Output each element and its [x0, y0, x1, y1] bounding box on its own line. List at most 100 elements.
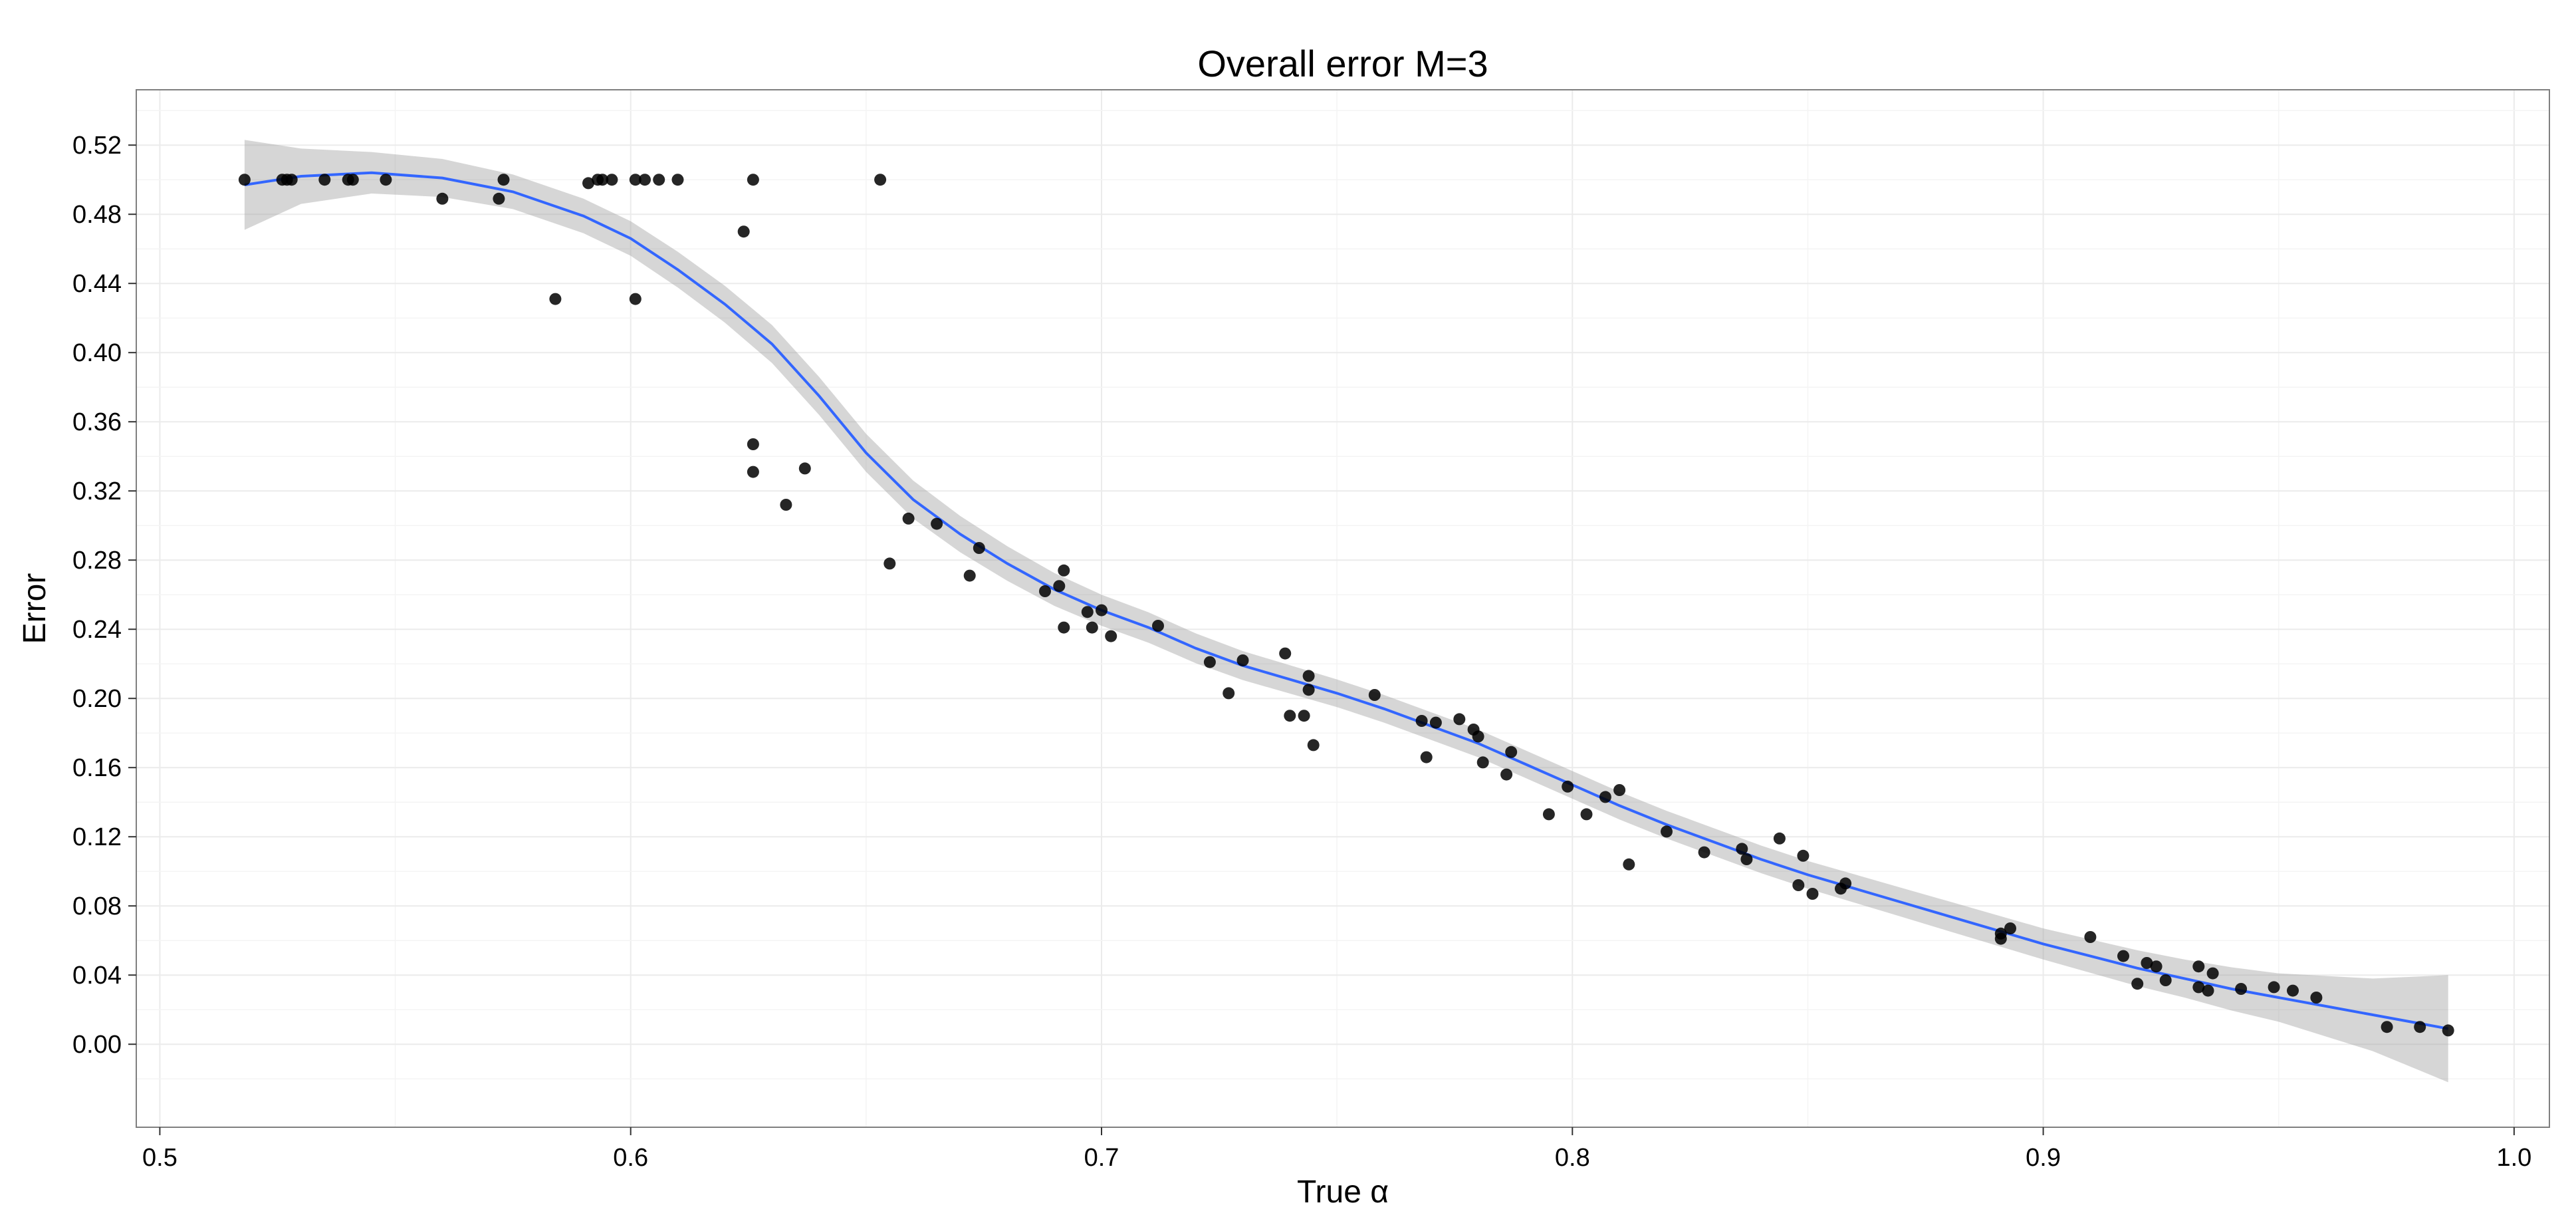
y-tick-label: 0.16 [72, 754, 122, 782]
data-point [1420, 751, 1433, 763]
data-point [2004, 922, 2016, 934]
y-tick-label: 0.00 [72, 1031, 122, 1059]
data-point [1105, 630, 1117, 642]
data-point [1773, 832, 1786, 845]
y-tick-label: 0.52 [72, 132, 122, 160]
y-tick-label: 0.08 [72, 892, 122, 920]
data-point [1542, 808, 1555, 821]
data-point [1472, 730, 1484, 743]
y-tick-label: 0.20 [72, 685, 122, 713]
data-point [629, 293, 642, 305]
data-point [1613, 784, 1626, 796]
data-point [1429, 716, 1442, 729]
data-point [671, 174, 684, 186]
y-tick-label: 0.36 [72, 408, 122, 436]
data-point [1623, 858, 1635, 871]
data-points [238, 174, 2454, 1037]
data-point [380, 174, 392, 186]
data-point [1661, 825, 1673, 838]
data-point [1599, 791, 1611, 803]
x-tick-label: 0.8 [1555, 1144, 1590, 1172]
data-point [606, 174, 618, 186]
data-point [2442, 1024, 2454, 1037]
data-point [1500, 768, 1513, 781]
data-point [2310, 992, 2323, 1004]
data-point [549, 293, 562, 305]
data-point [1453, 713, 1466, 726]
data-point [653, 174, 665, 186]
data-point [493, 192, 505, 205]
y-tick-label: 0.40 [72, 339, 122, 367]
data-point [1994, 932, 2007, 945]
y-axis: 0.00 0.04 0.08 0.12 0.16 0.20 0.24 0.28 0.32 0.36… [72, 132, 136, 1059]
smooth-line [244, 171, 2449, 1030]
y-axis-label: Error [17, 573, 53, 644]
data-point [1058, 564, 1070, 577]
data-point [1152, 620, 1164, 632]
data-point [1302, 684, 1315, 696]
data-point [747, 438, 759, 450]
data-point [2117, 950, 2129, 962]
data-point [2268, 981, 2280, 994]
data-point [973, 542, 985, 554]
data-point [874, 174, 887, 186]
smooth-line-layer [244, 171, 2449, 1030]
data-point [2202, 984, 2214, 997]
data-point [1580, 808, 1593, 821]
data-point [1302, 670, 1315, 682]
data-point [497, 174, 510, 186]
data-point [2192, 981, 2205, 994]
data-point [1086, 621, 1098, 634]
y-tick-label: 0.04 [72, 962, 122, 990]
chart-title: Overall error M=3 [1197, 43, 1488, 84]
panel-border [136, 89, 2550, 1128]
data-point [1284, 710, 1296, 722]
data-point [285, 174, 298, 186]
data-point [2287, 984, 2299, 997]
x-tick-label: 0.7 [1084, 1144, 1119, 1172]
data-point [931, 517, 943, 530]
data-point [1368, 689, 1381, 701]
data-point [1562, 780, 1574, 793]
y-tick-label: 0.24 [72, 616, 122, 644]
data-point [798, 462, 811, 475]
y-tick-label: 0.44 [72, 270, 122, 298]
grid-lines [136, 90, 2549, 1127]
x-tick-label: 1.0 [2496, 1144, 2531, 1172]
data-point [1415, 715, 1428, 727]
data-point [1203, 656, 1216, 668]
data-point [780, 499, 792, 511]
data-point [2159, 974, 2172, 986]
data-point [582, 177, 594, 190]
data-point [238, 174, 251, 186]
data-point [2381, 1021, 2393, 1033]
x-axis-label: True α [1297, 1174, 1389, 1210]
data-point [883, 557, 896, 570]
x-axis: 0.5 0.6 0.7 0.8 0.9 1.0 [142, 1127, 2531, 1172]
data-point [1839, 877, 1852, 890]
data-point [1307, 739, 1320, 751]
data-point [1279, 647, 1292, 660]
data-point [1081, 606, 1094, 618]
data-point [1698, 846, 1710, 859]
data-point [596, 174, 609, 186]
data-point [747, 174, 759, 186]
data-point [2206, 967, 2219, 980]
data-point [1236, 654, 1249, 666]
y-tick-label: 0.48 [72, 201, 122, 229]
data-point [2192, 960, 2205, 973]
x-tick-label: 0.9 [2026, 1144, 2061, 1172]
x-tick-label: 0.5 [142, 1144, 177, 1172]
data-point [436, 192, 449, 205]
data-point [1797, 849, 1810, 862]
y-tick-label: 0.28 [72, 547, 122, 575]
data-point [1806, 888, 1819, 900]
data-point [2084, 931, 2097, 943]
data-point [1740, 853, 1753, 865]
data-point [2235, 983, 2248, 995]
y-tick-label: 0.32 [72, 477, 122, 505]
confidence-band-layer [244, 140, 2448, 1083]
